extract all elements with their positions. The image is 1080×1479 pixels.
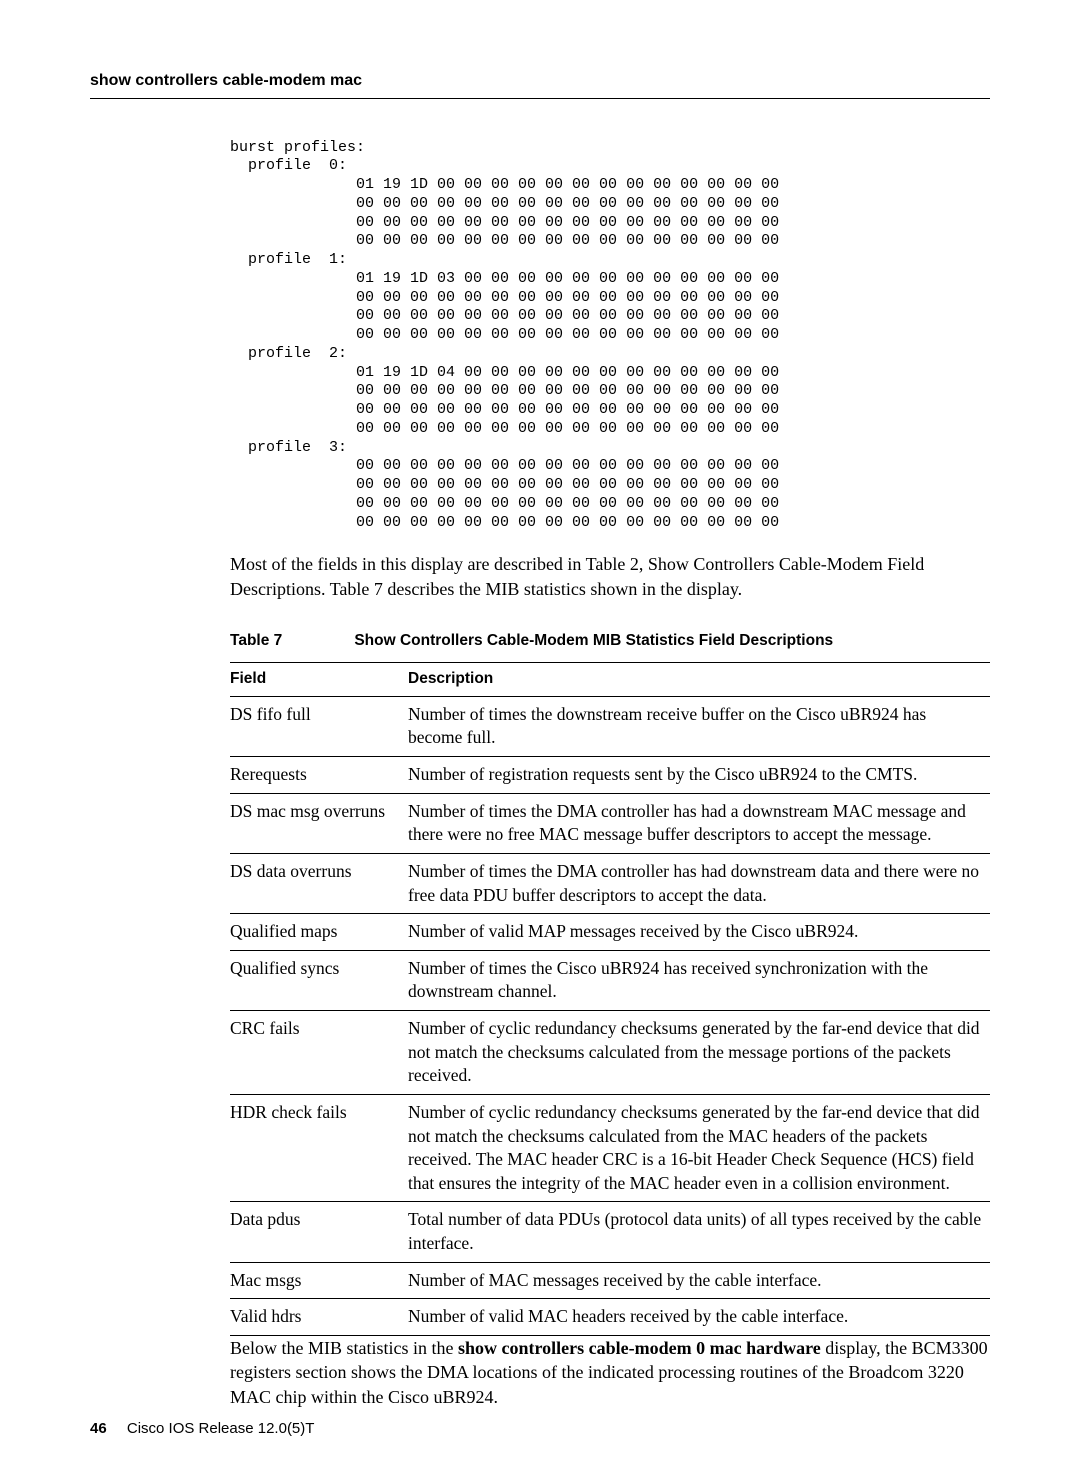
table-row: DS mac msg overrunsNumber of times the D…	[230, 793, 990, 853]
desc-cell: Number of times the downstream receive b…	[408, 696, 990, 756]
desc-cell: Number of valid MAP messages received by…	[408, 914, 990, 951]
table-row: Valid hdrsNumber of valid MAC headers re…	[230, 1299, 990, 1336]
field-cell: Valid hdrs	[230, 1299, 408, 1336]
desc-cell: Number of times the DMA controller has h…	[408, 793, 990, 853]
footer-text: Cisco IOS Release 12.0(5)T	[127, 1420, 315, 1437]
table-row: Qualified mapsNumber of valid MAP messag…	[230, 914, 990, 951]
field-cell: Qualified maps	[230, 914, 408, 951]
table-caption: Table 7 Show Controllers Cable-Modem MIB…	[230, 631, 990, 652]
table-row: Data pdusTotal number of data PDUs (prot…	[230, 1202, 990, 1262]
field-cell: DS mac msg overruns	[230, 793, 408, 853]
desc-cell: Number of times the DMA controller has h…	[408, 853, 990, 913]
desc-cell: Number of cyclic redundancy checksums ge…	[408, 1011, 990, 1095]
mib-table: Field Description DS fifo fullNumber of …	[230, 662, 990, 1336]
col-field: Field	[230, 662, 408, 696]
page-number: 46	[90, 1420, 107, 1437]
desc-cell: Number of MAC messages received by the c…	[408, 1262, 990, 1299]
table-row: DS fifo fullNumber of times the downstre…	[230, 696, 990, 756]
closing-prefix: Below the MIB statistics in the	[230, 1338, 458, 1358]
field-cell: Mac msgs	[230, 1262, 408, 1299]
intro-paragraph: Most of the fields in this display are d…	[230, 552, 990, 601]
desc-cell: Number of registration requests sent by …	[408, 757, 990, 794]
table-title: Show Controllers Cable-Modem MIB Statist…	[354, 632, 833, 649]
table-row: Mac msgsNumber of MAC messages received …	[230, 1262, 990, 1299]
field-cell: HDR check fails	[230, 1094, 408, 1202]
col-desc: Description	[408, 662, 990, 696]
field-cell: Rerequests	[230, 757, 408, 794]
page: show controllers cable-modem mac burst p…	[0, 0, 1080, 1479]
desc-cell: Number of times the Cisco uBR924 has rec…	[408, 950, 990, 1010]
field-cell: Qualified syncs	[230, 950, 408, 1010]
desc-cell: Number of cyclic redundancy checksums ge…	[408, 1094, 990, 1202]
field-cell: CRC fails	[230, 1011, 408, 1095]
table-row: HDR check failsNumber of cyclic redundan…	[230, 1094, 990, 1202]
field-cell: Data pdus	[230, 1202, 408, 1262]
table-row: Qualified syncsNumber of times the Cisco…	[230, 950, 990, 1010]
field-cell: DS data overruns	[230, 853, 408, 913]
table-row: DS data overrunsNumber of times the DMA …	[230, 853, 990, 913]
closing-command: show controllers cable-modem 0 mac hardw…	[458, 1338, 821, 1358]
table-number: Table 7	[230, 631, 350, 652]
field-cell: DS fifo full	[230, 696, 408, 756]
desc-cell: Number of valid MAC headers received by …	[408, 1299, 990, 1336]
running-head: show controllers cable-modem mac	[90, 70, 990, 99]
closing-paragraph: Below the MIB statistics in the show con…	[230, 1336, 990, 1409]
table-row: CRC failsNumber of cyclic redundancy che…	[230, 1011, 990, 1095]
desc-cell: Total number of data PDUs (protocol data…	[408, 1202, 990, 1262]
hex-dump: burst profiles: profile 0: 01 19 1D 00 0…	[230, 139, 990, 533]
footer: 46 Cisco IOS Release 12.0(5)T	[90, 1419, 314, 1439]
table-row: RerequestsNumber of registration request…	[230, 757, 990, 794]
main-content: burst profiles: profile 0: 01 19 1D 00 0…	[230, 139, 990, 1409]
